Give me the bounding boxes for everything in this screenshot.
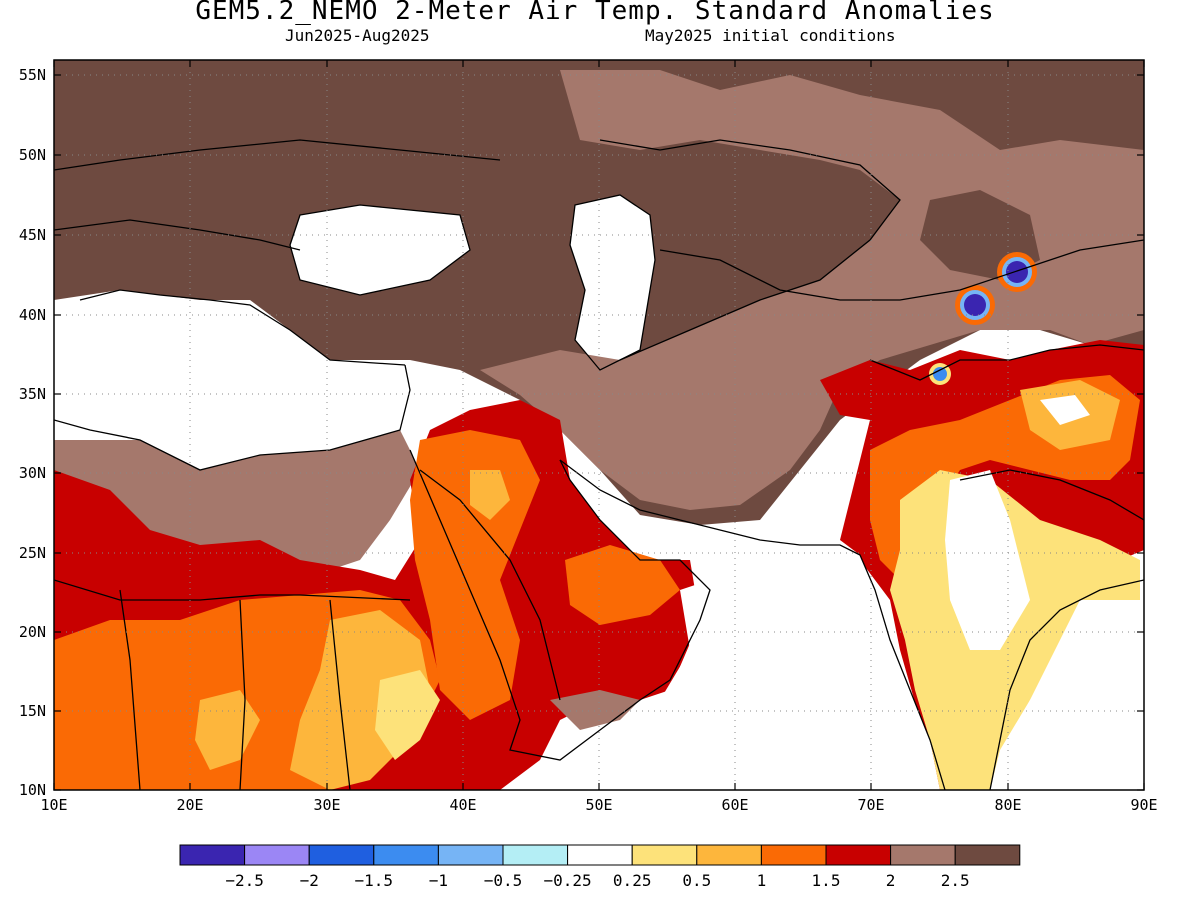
lon-tick-label: 80E xyxy=(994,796,1021,814)
forecast-period: Jun2025-Aug2025 xyxy=(285,26,430,45)
colorbar-swatch xyxy=(760,844,827,866)
colorbar-swatch xyxy=(567,844,633,866)
colorbar xyxy=(179,844,1021,866)
lat-tick-label: 15N xyxy=(19,702,46,720)
lon-tick-label: 40E xyxy=(449,796,476,814)
colorbar-label: 2 xyxy=(886,871,896,890)
colorbar-label: 0.5 xyxy=(682,871,711,890)
axis-ticks xyxy=(53,60,1145,791)
colorbar-label: −0.25 xyxy=(544,871,592,890)
colorbar-label: −1 xyxy=(429,871,448,890)
colorbar-swatch xyxy=(890,844,956,866)
colorbar-label: −1.5 xyxy=(355,871,394,890)
latitude-labels: 55N 50N 45N 40N 35N 30N 25N 20N 15N 10N xyxy=(19,66,46,799)
lon-tick-label: 70E xyxy=(857,796,884,814)
lat-tick-label: 55N xyxy=(19,66,46,84)
colorbar-swatch xyxy=(825,844,892,866)
colorbar-label: 1 xyxy=(757,871,767,890)
colorbar-swatch xyxy=(502,844,569,866)
colorbar-label: 1.5 xyxy=(812,871,841,890)
lat-tick-label: 30N xyxy=(19,464,46,482)
lat-tick-label: 40N xyxy=(19,306,46,324)
colorbar-swatch xyxy=(696,844,762,866)
colorbar-swatch xyxy=(308,844,375,866)
lat-tick-label: 50N xyxy=(19,146,46,164)
lon-tick-label: 10E xyxy=(40,796,67,814)
colorbar-swatch xyxy=(179,844,246,866)
colorbar-label: 2.5 xyxy=(941,871,970,890)
colorbar-label: −0.5 xyxy=(484,871,523,890)
anomaly-shading xyxy=(54,60,1144,790)
colorbar-swatch xyxy=(244,844,310,866)
colorbar-swatch xyxy=(373,844,439,866)
lon-tick-label: 60E xyxy=(721,796,748,814)
lat-tick-label: 25N xyxy=(19,544,46,562)
lat-tick-label: 20N xyxy=(19,623,46,641)
map-title: GEM5.2_NEMO 2-Meter Air Temp. Standard A… xyxy=(195,0,995,26)
colorbar-swatch xyxy=(437,844,504,866)
lon-tick-label: 30E xyxy=(313,796,340,814)
lon-tick-label: 90E xyxy=(1130,796,1157,814)
lat-tick-label: 45N xyxy=(19,226,46,244)
colorbar-swatch xyxy=(631,844,698,866)
colorbar-label: −2.5 xyxy=(225,871,264,890)
lon-tick-label: 50E xyxy=(585,796,612,814)
lat-tick-label: 10N xyxy=(19,781,46,799)
lat-tick-label: 35N xyxy=(19,385,46,403)
longitude-labels: 10E 20E 30E 40E 50E 60E 70E 80E 90E xyxy=(40,796,1157,814)
colorbar-label: 0.25 xyxy=(613,871,652,890)
colorbar-swatch xyxy=(954,844,1021,866)
coastlines xyxy=(54,139,1144,790)
colorbar-labels: −2.5 −2 −1.5 −1 −0.5 −0.25 0.25 0.5 1 1.5 2 2.5 xyxy=(225,871,969,890)
initial-conditions-label: May2025 initial conditions xyxy=(645,26,896,45)
colorbar-label: −2 xyxy=(300,871,319,890)
lon-tick-label: 20E xyxy=(176,796,203,814)
